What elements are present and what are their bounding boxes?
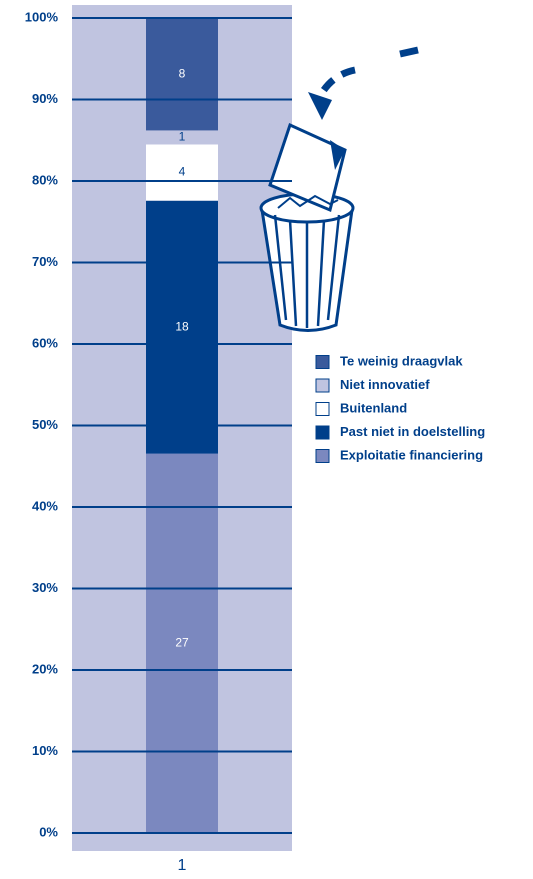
y-tick-label: 50% xyxy=(32,417,58,432)
y-tick-label: 30% xyxy=(32,580,58,595)
value-label: 4 xyxy=(179,165,186,179)
arrow-head xyxy=(308,92,332,120)
plot-area xyxy=(72,5,292,851)
value-label: 18 xyxy=(175,319,189,333)
legend-label: Past niet in doelstelling xyxy=(340,424,485,439)
y-tick-label: 90% xyxy=(32,91,58,106)
value-label: 27 xyxy=(175,635,189,649)
paper xyxy=(268,122,347,213)
legend-swatch xyxy=(315,402,330,416)
crumple xyxy=(277,194,339,209)
y-tick-label: 60% xyxy=(32,335,58,350)
arrow xyxy=(314,66,356,102)
legend-swatch xyxy=(315,425,330,440)
legend-label: Niet innovatief xyxy=(340,377,430,392)
bar-segment xyxy=(146,130,218,145)
bar-segment xyxy=(146,18,218,131)
bar-segment xyxy=(146,144,218,201)
x-tick-label: 1 xyxy=(178,857,187,874)
legend-label: Te weinig draagvlak xyxy=(340,353,463,368)
value-label: 8 xyxy=(179,66,186,80)
legend-label: Exploitatie financiering xyxy=(340,447,483,462)
bar-segment xyxy=(146,200,218,454)
bar-segment xyxy=(146,453,218,833)
legend-label: Buitenland xyxy=(340,400,407,415)
y-tick-label: 10% xyxy=(32,743,58,758)
legend-swatch xyxy=(315,378,330,393)
y-tick-label: 100% xyxy=(25,9,59,24)
value-label: 1 xyxy=(179,130,186,144)
bin-ribs xyxy=(273,214,341,328)
legend-swatch xyxy=(315,355,330,369)
y-tick-label: 40% xyxy=(32,498,58,513)
y-tick-label: 70% xyxy=(32,254,58,269)
y-tick-label: 0% xyxy=(39,824,58,839)
paper-fold xyxy=(330,140,345,170)
y-tick-label: 20% xyxy=(32,661,58,676)
arrow xyxy=(399,46,419,58)
trash-illustration xyxy=(259,46,419,332)
legend-swatch xyxy=(315,449,330,463)
y-tick-label: 80% xyxy=(32,172,58,187)
